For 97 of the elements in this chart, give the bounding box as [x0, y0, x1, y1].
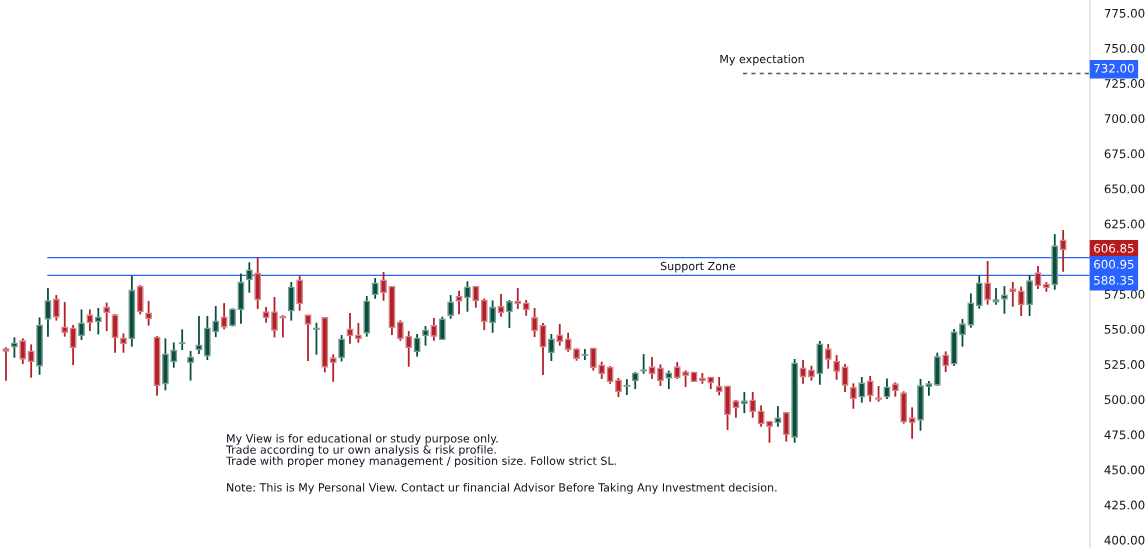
candlestick — [296, 275, 303, 312]
y-tick-label: 550.00 — [1104, 324, 1145, 334]
candlestick — [489, 299, 496, 334]
candlestick — [766, 420, 773, 444]
ref-line-label: 732.00 — [1094, 63, 1134, 73]
y-tick-label: 625.00 — [1104, 219, 1145, 229]
y-tick-label: 575.00 — [1104, 289, 1145, 299]
candlestick — [145, 300, 152, 327]
candlestick — [78, 308, 85, 341]
candlestick — [11, 336, 18, 359]
candlestick — [53, 294, 60, 322]
candlestick — [506, 299, 513, 329]
candlestick — [371, 277, 379, 300]
y-tick-label: 725.00 — [1104, 79, 1145, 88]
y-tick-label: 475.00 — [1104, 430, 1145, 440]
candlestick — [782, 411, 790, 443]
candlestick — [2, 346, 10, 382]
candlestick — [623, 378, 631, 396]
y-tick-label: 700.00 — [1104, 114, 1145, 124]
candlestick — [413, 333, 421, 358]
annotation: Note: This is My Personal View. Contact ur financial Advisor Before Taking Any Investment decision. — [227, 483, 777, 494]
candlestick — [757, 404, 765, 428]
candlestick — [472, 285, 480, 309]
y-tick-label: 650.00 — [1104, 184, 1145, 194]
candlestick — [749, 391, 757, 419]
candlestick — [556, 323, 564, 347]
candlestick — [355, 322, 362, 344]
candlestick — [640, 353, 647, 375]
candlestick — [455, 289, 463, 316]
candlestick — [959, 318, 966, 348]
candlestick — [187, 350, 194, 382]
candlestick — [27, 343, 35, 379]
y-tick-label: 775.00 — [1104, 8, 1145, 18]
candlestick — [984, 260, 991, 306]
candlestick — [94, 307, 102, 336]
candlestick — [866, 375, 874, 403]
y-tick-label: 750.00 — [1104, 43, 1145, 53]
candlestick — [942, 350, 949, 373]
candlestick — [615, 377, 622, 398]
candlestick — [992, 287, 1000, 306]
candlestick — [287, 281, 295, 322]
candlestick — [564, 331, 572, 353]
candlestick — [1017, 285, 1025, 317]
candlestick — [1034, 265, 1042, 290]
candlestick — [313, 321, 320, 356]
candlestick — [657, 363, 664, 387]
candlestick — [120, 332, 127, 354]
y-tick-label: 425.00 — [1104, 500, 1145, 510]
candlestick — [799, 359, 807, 385]
y-tick-label: 400.00 — [1104, 535, 1145, 545]
candlestick — [103, 301, 110, 332]
candlestick — [480, 297, 488, 331]
candlestick — [329, 353, 337, 383]
candlestick — [447, 294, 454, 320]
candlestick — [539, 322, 547, 376]
candlestick — [850, 382, 857, 410]
y-tick-label: 675.00 — [1104, 149, 1145, 159]
candlestick — [581, 348, 589, 361]
candlestick — [1059, 229, 1067, 273]
candlestick — [858, 376, 866, 404]
candlestick — [111, 313, 119, 354]
candlestick — [531, 307, 538, 338]
candlestick — [715, 376, 723, 397]
candlestick — [44, 287, 52, 338]
annotation: My View is for educational or study purpose only. Trade according to ur own analysis & risk profile. Trade with proper money management / position size. Follow strict SL. — [225, 434, 616, 468]
candlestick — [548, 333, 555, 362]
candlestick — [246, 261, 253, 294]
candlestick — [741, 391, 748, 415]
candlestick — [464, 280, 471, 313]
y-tick-label: 525.00 — [1104, 360, 1145, 369]
candlestick — [1026, 274, 1033, 317]
y-tick-label: 500.00 — [1104, 395, 1145, 405]
ref-line-label: 588.35 — [1094, 275, 1134, 285]
candlestick — [19, 337, 27, 365]
candlestick — [430, 317, 438, 342]
candlestick — [497, 293, 505, 318]
candlestick — [380, 271, 387, 302]
candlestick — [422, 325, 429, 347]
candlestick — [1001, 285, 1008, 315]
candlestick — [69, 324, 77, 366]
candlestick — [438, 315, 446, 341]
candlestick — [824, 343, 832, 370]
text: 606.85 — [1094, 243, 1134, 253]
candlestick — [975, 275, 983, 310]
candlestick — [338, 334, 345, 363]
candlestick — [178, 328, 186, 351]
annotation: My expectation — [720, 54, 804, 66]
candlestick — [833, 354, 840, 381]
annotation: Support Zone — [660, 261, 736, 273]
candlestick — [170, 341, 178, 369]
y-tick-label: 450.00 — [1104, 465, 1145, 475]
candlestick — [271, 296, 278, 339]
candlestick — [304, 314, 312, 363]
ref-line-label: 600.95 — [1094, 259, 1134, 269]
candlestick — [514, 287, 522, 310]
candlestick — [61, 301, 69, 338]
candlestick — [841, 363, 849, 393]
